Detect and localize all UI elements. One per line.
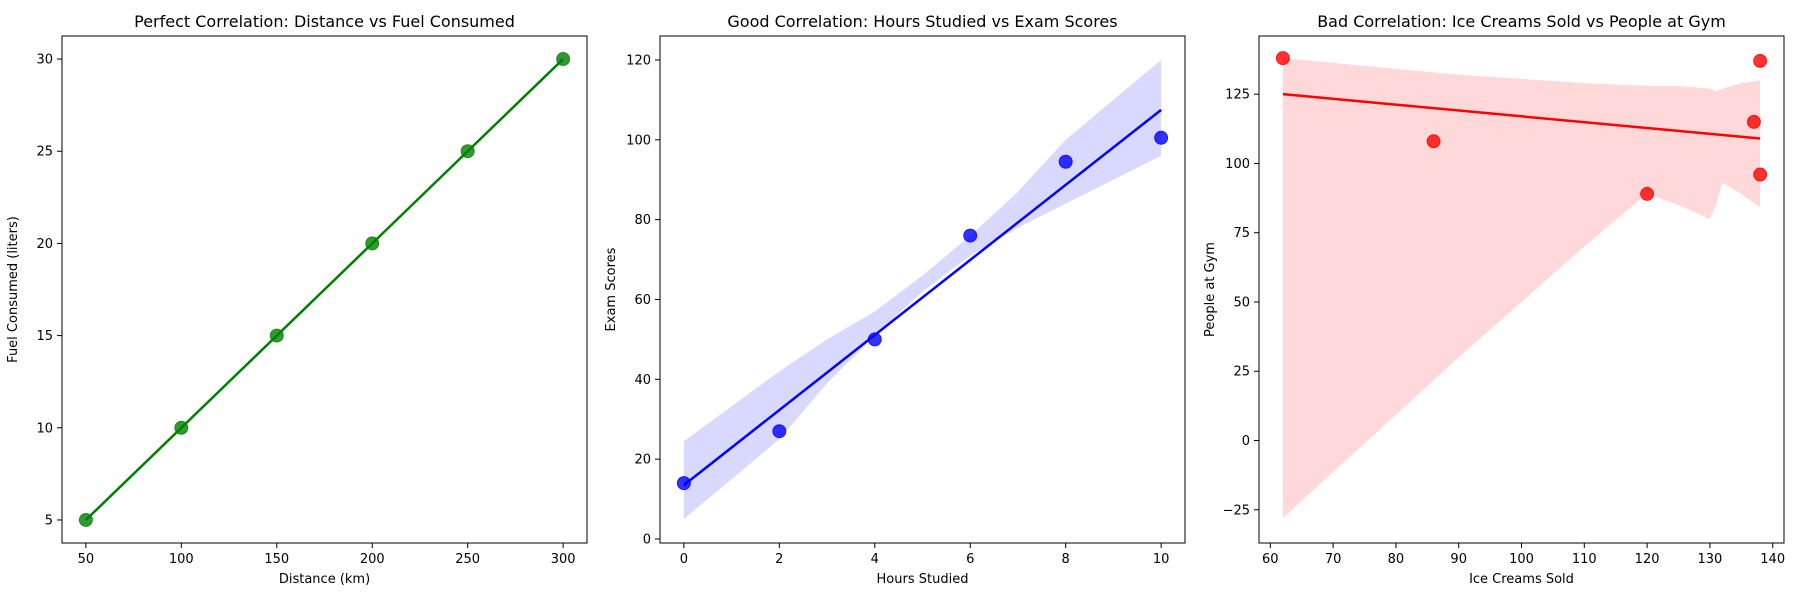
y-tick-label: −25	[1223, 503, 1250, 518]
x-tick-label: 50	[78, 552, 95, 567]
y-axis-label: Fuel Consumed (liters)	[6, 216, 21, 363]
regression-line	[84, 58, 565, 521]
x-tick-label: 140	[1760, 552, 1785, 567]
y-tick-label: 100	[1225, 157, 1250, 172]
data-point	[1058, 154, 1073, 169]
x-tick-label: 60	[1262, 552, 1279, 567]
y-tick-label: 5	[45, 513, 53, 528]
x-tick-label: 90	[1450, 552, 1467, 567]
y-tick-label: 15	[36, 329, 53, 344]
x-axis-label: Ice Creams Sold	[1469, 572, 1574, 587]
x-tick-label: 10	[1153, 552, 1170, 567]
y-axis-label: Exam Scores	[604, 247, 619, 331]
x-tick-label: 110	[1572, 552, 1597, 567]
y-tick-label: 25	[36, 145, 53, 160]
x-tick-label: 130	[1697, 552, 1722, 567]
data-point	[963, 228, 978, 243]
x-tick-label: 2	[775, 552, 783, 567]
y-tick-label: 80	[634, 213, 651, 228]
x-tick-label: 120	[1635, 552, 1660, 567]
y-tick-label: 100	[626, 133, 651, 148]
data-point	[1154, 130, 1169, 145]
y-tick-label: 60	[634, 293, 651, 308]
axes-frame	[61, 35, 588, 544]
data-point	[1640, 186, 1655, 201]
chart-title: Bad Correlation: Ice Creams Sold vs Peop…	[1317, 12, 1726, 31]
y-tick-label: 0	[1242, 434, 1250, 449]
x-tick-label: 300	[551, 552, 576, 567]
chart-title: Perfect Correlation: Distance vs Fuel Co…	[134, 12, 515, 31]
chart-panel-1: 50 100 150 200 250 300 5 10 15 20 25 30 Perfect Corr…	[6, 12, 588, 587]
y-tick-label: 10	[36, 421, 53, 436]
regression-line	[1282, 92, 1761, 140]
y-tick-label: 75	[1233, 226, 1250, 241]
y-tick-label: 0	[643, 533, 651, 548]
data-point	[1753, 167, 1768, 182]
y-axis-label: People at Gym	[1203, 242, 1218, 337]
x-tick-label: 250	[455, 552, 480, 567]
data-point	[676, 476, 691, 491]
chart-title: Good Correlation: Hours Studied vs Exam …	[727, 12, 1117, 31]
x-tick-label: 200	[360, 552, 385, 567]
x-tick-label: 0	[680, 552, 688, 567]
y-tick-label: 20	[634, 453, 651, 468]
y-tick-label: 120	[626, 53, 651, 68]
confidence-band	[683, 59, 1162, 520]
x-tick-label: 100	[169, 552, 194, 567]
y-tick-label: 20	[36, 237, 53, 252]
y-tick-label: 40	[634, 373, 651, 388]
x-tick-label: 6	[966, 552, 974, 567]
x-tick-label: 70	[1325, 552, 1342, 567]
y-tick-label: 125	[1225, 88, 1250, 103]
data-point	[1275, 51, 1290, 66]
axes-frame	[659, 35, 1186, 544]
data-point	[1753, 53, 1768, 68]
x-tick-label: 8	[1062, 552, 1070, 567]
confidence-band	[1282, 58, 1761, 519]
x-tick-label: 100	[1509, 552, 1534, 567]
x-tick-label: 150	[264, 552, 289, 567]
data-point	[772, 424, 787, 439]
x-tick-label: 80	[1388, 552, 1405, 567]
data-point	[1746, 114, 1761, 129]
x-axis-label: Distance (km)	[279, 572, 370, 587]
chart-panel-3: 60 70 80 90 100 110 120 130 140 −25 0 25 50 75 100 125 B…	[1203, 12, 1785, 587]
x-axis-label: Hours Studied	[877, 572, 969, 587]
y-tick-label: 25	[1233, 365, 1250, 380]
data-point	[1426, 134, 1441, 149]
regression-line	[683, 108, 1162, 487]
y-tick-label: 50	[1233, 295, 1250, 310]
y-tick-label: 30	[36, 53, 53, 68]
x-tick-label: 4	[871, 552, 879, 567]
